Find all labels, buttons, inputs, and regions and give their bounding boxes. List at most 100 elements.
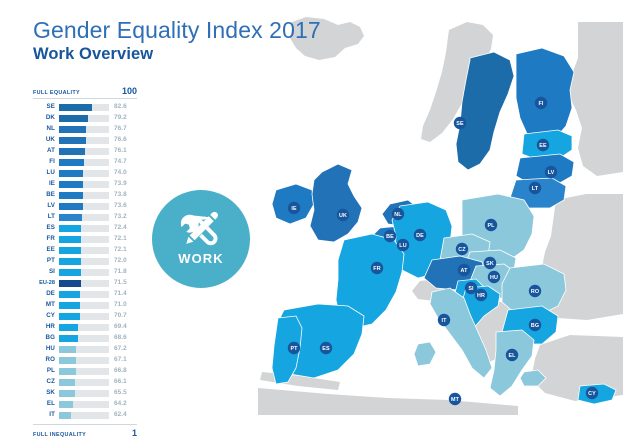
map-label-badge-at [457,263,471,277]
bar-fill [59,203,83,210]
country-code: HU [45,345,55,353]
country-value: 76.6 [114,136,127,144]
full-equality-label: FULL EQUALITY [33,90,80,96]
bar-track [59,214,109,221]
country-code: HR [45,323,55,331]
map-country-SE [455,51,515,171]
country-value: 69.4 [114,323,127,331]
bar-fill [59,313,80,320]
bar-fill [59,104,92,111]
map-label-badge-hu [487,270,501,284]
bar-track [59,313,109,320]
work-badge-label: WORK [178,251,224,266]
country-code: RO [45,356,55,364]
map-label-text: ES [322,346,330,352]
full-inequality-label: FULL INEQUALITY [33,432,87,438]
bar-fill [59,291,81,298]
bar-fill [59,225,82,232]
map-label-text: LU [399,243,406,249]
map-label-text: LT [532,186,539,192]
country-code: AT [47,147,55,155]
country-value: 71.0 [114,301,127,309]
country-bar-row: DK 79.2 [33,113,137,124]
map-country-FR [335,233,405,329]
map-label-text: IT [442,318,448,324]
map-label-badge-nl [391,207,405,221]
map-label-badge-pl [484,218,498,232]
country-code: UK [45,136,55,144]
bar-fill [59,346,77,353]
map-label-text: AT [461,268,469,274]
map-label-text: CY [588,391,596,397]
map-label-text: SE [456,121,464,127]
map-label-badge-de [413,228,427,242]
bar-track [59,148,109,155]
country-code: FR [46,235,55,243]
map-label-badge-mt [448,392,462,406]
map-label-text: NL [394,212,402,218]
map-label-badge-cz [455,242,469,256]
bar-fill [59,368,76,375]
country-value: 71.8 [114,268,127,276]
bar-track [59,236,109,243]
country-value: 72.1 [114,246,127,254]
country-value: 66.1 [114,378,127,386]
map-label-text: SK [486,261,494,267]
map-label-badge-uk [336,208,350,222]
bar-track [59,401,109,408]
bar-fill [59,335,78,342]
scale-top: FULL EQUALITY 100 [33,86,137,99]
map-label-badge-lu [396,238,410,252]
country-value: 67.1 [114,356,127,364]
country-code: PT [46,257,55,265]
map-label-badge-ro [528,284,542,298]
bar-fill [59,379,76,386]
country-bar-row: AT 76.1 [33,146,137,157]
bar-track [59,159,109,166]
bar-track [59,126,109,133]
country-value: 82.6 [114,103,127,111]
bar-track [59,269,109,276]
country-code: LU [46,169,55,177]
country-code: DK [45,114,55,122]
map-label-badge-es [319,341,333,355]
bar-track [59,115,109,122]
country-bar-row: LU 74.0 [33,168,137,179]
map-country-PT [271,315,303,385]
bar-track [59,258,109,265]
page-subtitle: Work Overview [33,45,154,64]
country-value: 73.9 [114,180,127,188]
country-bar-row: BG 68.6 [33,333,137,344]
country-bar-row: PT 72.0 [33,256,137,267]
country-value: 71.5 [114,279,127,287]
map-label-text: FR [373,266,380,272]
map-label-text: CZ [458,247,466,253]
country-value: 76.7 [114,125,127,133]
work-domain-badge: WORK [152,190,250,288]
country-bar-row: EU-28 71.5 [33,278,137,289]
country-code: SK [46,389,55,397]
bar-track [59,104,109,111]
map-label-badge-el [505,348,519,362]
country-bar-row: CZ 66.1 [33,377,137,388]
bar-track [59,368,109,375]
country-value: 65.5 [114,389,127,397]
map-label-text: MT [451,397,460,403]
country-bar-row: SI 71.8 [33,267,137,278]
map-label-badge-sk [483,256,497,270]
bar-track [59,225,109,232]
bar-fill [59,115,89,122]
bar-fill [59,269,81,276]
map-label-badge-ee [536,138,550,152]
country-code: LT [47,213,55,221]
bar-track [59,379,109,386]
country-bar-row: HU 67.2 [33,344,137,355]
country-bar-row: FI 74.7 [33,157,137,168]
bar-fill [59,280,81,287]
country-bar-row: ES 72.4 [33,223,137,234]
country-value: 73.8 [114,191,127,199]
bar-track [59,170,109,177]
map-label-text: UK [339,213,347,219]
country-code: NL [46,125,55,133]
